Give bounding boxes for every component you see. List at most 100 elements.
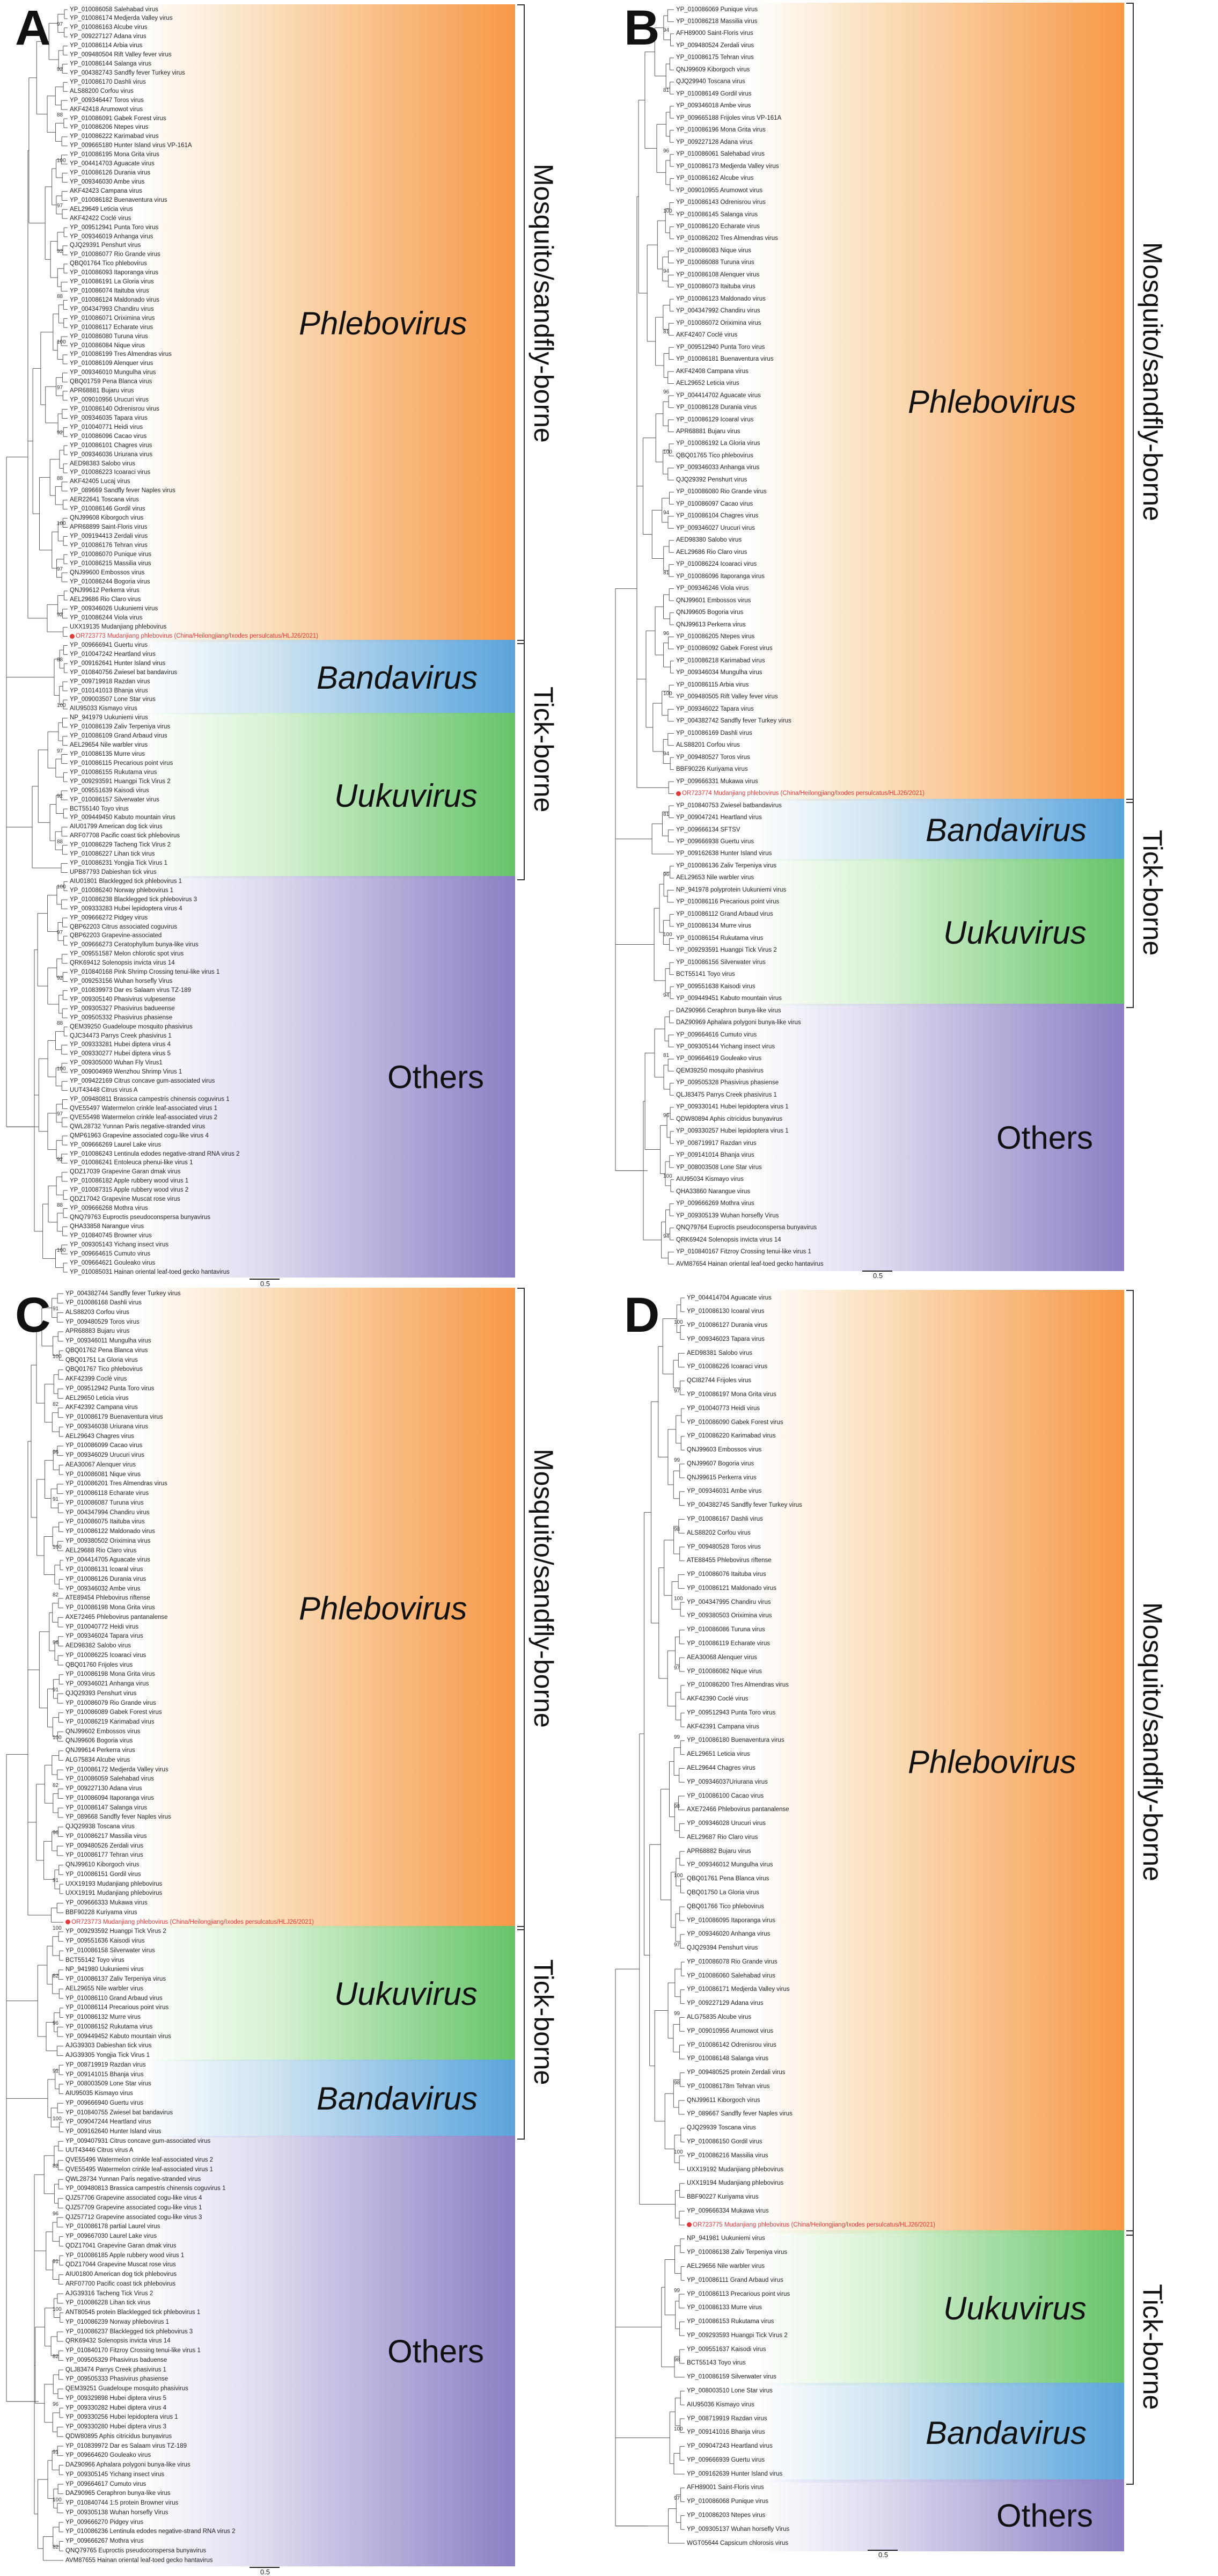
bootstrap-value: 97 [57,929,63,936]
clade-block-others [137,876,515,1278]
taxon-label: YP_010086145 Salanga virus [676,211,758,218]
taxon-label: YP_004382744 Sandfly fever Turkey virus [65,1290,181,1297]
taxon-label: YP_010086177 Tehran virus [65,1852,143,1859]
clade-block-others [137,2135,515,2566]
taxon-label: BBF90227 Kuriyama virus [687,2194,759,2201]
clade-block-phlebovirus [137,4,515,642]
taxon-label: YP_010086096 Cacao virus [70,433,147,440]
taxon-label: YP_010840755 Zwiesel bat bandavirus [65,2109,173,2116]
taxon-label: YP_010086059 Salehabad virus [65,1776,154,1783]
taxon-label: AJG39303 Dabieshan tick virus [65,2042,152,2049]
taxon-label: APR68899 Saint-Floris virus [70,523,148,530]
taxon-label: AKF42418 Arumowot virus [70,106,143,113]
bootstrap-value: 92 [57,248,63,254]
mosquito-sandfly-borne-label: Mosquito/sandfly-borne [529,1448,559,1728]
taxon-label: YP_004414703 Aguacate virus [70,160,155,167]
panel-label: B [624,1,660,55]
bootstrap-value: 88 [57,1202,63,1208]
taxon-label: YP_010086223 Icoaraci virus [70,469,151,476]
bootstrap-value: 91 [53,2068,59,2075]
taxon-label: APR68881 Bujaru virus [676,428,740,435]
clade-block-uukuvirus [750,858,1124,1006]
bootstrap-value: 100 [57,884,66,891]
taxon-label: YP_009162638 Hunter Island virus [676,850,772,857]
bootstrap-value: 92 [57,67,63,73]
taxon-label: AED98381 Salobo virus [687,1349,753,1356]
taxon-label: QVE55495 Watermelon crinkle leaf-associa… [65,2166,214,2173]
taxon-label: AEL29656 Nile warbler virus [687,2263,765,2269]
taxon-label: QJC34473 Parrys Creek phasivirus 1 [70,1032,172,1039]
highlighted-taxon: OR723773 Mudanjiang phlebovirus (China/H… [65,1919,314,1926]
taxon-label: YP_010086143 Odrenisrou virus [676,199,766,206]
bootstrap-value: 96 [663,1113,670,1119]
scale-bar [868,2550,898,2551]
taxon-label: YP_010086158 Silverwater virus [65,1947,155,1954]
taxon-label: AKF42405 Lucaj virus [70,478,130,485]
tree-panel-b: YP_010086069 Punique virus YP_010086218 M… [609,0,1218,1287]
mosquito-sandfly-bracket [517,4,525,644]
taxon-label: YP_010086179 Buenaventura virus [65,1414,163,1421]
taxon-label: UXX19194 Mudanjiang phlebovirus [687,2180,784,2187]
taxon-label: YP_010086078 Rio Grande virus [687,1958,777,1965]
taxon-label: YP_009141014 Bhanja virus [676,1152,754,1159]
taxon-label: YP_010086110 Grand Arbaud virus [65,1995,163,2002]
taxon-label: QNJ99607 Bogoria virus [687,1460,754,1467]
tick-borne-label: Tick-borne [529,686,559,813]
taxon-label: QRK69424 Solenopsis invicta virus 14 [676,1236,781,1243]
highlight-text: OR723773 Mudanjiang phlebovirus (China/H… [71,1918,314,1925]
bootstrap-value: 96 [53,1449,59,1455]
taxon-label: YP_009305327 Phasivirus badueense [70,1005,175,1012]
taxon-label: NP_941979 Uukuniemi virus [70,714,148,721]
taxon-label: AVM87655 Hainan oriental leaf-toed gecko… [65,2557,213,2564]
taxon-label: QWL28734 Yunnan Paris negative-stranded … [65,2176,201,2183]
taxon-label: YP_009380503 Oriximina virus [687,1612,772,1619]
taxon-label: YP_009346037Uriurana virus [687,1778,768,1785]
bootstrap-value: 82 [53,2354,59,2360]
taxon-label: YP_010086178m Tehran virus [687,2083,770,2090]
taxon-label: YP_009666334 Mukawa virus [687,2207,769,2214]
taxon-label: ANT80545 protein Blacklegged tick phlebo… [65,2309,201,2316]
taxon-label: YP_009330141 Hubei lepidoptera virus 1 [676,1104,789,1111]
clade-label-phlebovirus: Phlebovirus [908,384,1076,420]
taxon-label: YP_010086088 Turuna virus [676,259,754,266]
taxon-label: YP_010086132 Murre virus [65,2014,141,2021]
taxon-label: NP_941980 Uukuniemi virus [65,1966,144,1973]
taxon-label: YP_010086244 Bogoria virus [70,578,150,585]
taxon-label: YP_009346019 Anhanga virus [70,233,153,240]
taxon-label: YP_009449451 Kabuto mountain virus [676,995,782,1002]
taxon-label: YP_010086140 Odrenisrou virus [70,406,159,413]
taxon-label: ARF07708 Pacific coast tick phlebovirus [70,833,180,840]
taxon-label: YP_010086100 Cacao virus [687,1792,764,1799]
taxon-label: AJG39305 Yongjia Tick Virus 1 [65,2052,150,2059]
taxon-label: YP_009422169 Citrus concave gum-associat… [70,1078,215,1085]
taxon-label: YP_010086243 Lentinula edodes negative-s… [70,1150,240,1157]
taxon-label: QBQ01762 Pena Blanca virus [65,1347,148,1354]
taxon-label: DAZ90966 Ceraphron bunya-like virus [676,1007,781,1014]
scale-bar [862,1271,892,1272]
taxon-label: YP_009346011 Mungulha virus [65,1338,151,1345]
taxon-label: YP_009449450 Kabuto mountain virus [70,814,175,821]
taxon-label: YP_009512941 Punta Toro virus [70,224,159,231]
taxon-label: YP_010086239 Norway phlebovirus 1 [65,2318,170,2325]
taxon-label: QEM39251 Guadeloupe mosquito phasivirus [65,2385,188,2392]
taxon-label: YP_009346020 Anhanga virus [687,1931,771,1938]
bootstrap-value: 98 [674,2080,680,2086]
bootstrap-value: 98 [674,1803,680,1809]
taxon-label: YP_010086191 La Gloria virus [70,279,154,286]
taxon-label: YP_010086092 Gabek Forest virus [676,645,773,652]
bootstrap-value: 81 [663,329,670,335]
taxon-label: YP_009293593 Huangpi Tick Virus 2 [687,2332,788,2339]
bootstrap-value: 99 [674,1457,680,1464]
taxon-label: QJQ29940 Toscana virus [676,78,745,85]
clade-block-uukuvirus [137,1926,515,2062]
taxon-label: YP_009505333 Phasivirus phasiense [65,2376,168,2383]
taxon-label: YP_009665188 Frijoles virus VP-161A [676,114,782,121]
taxon-label: YP_009551637 Kaisodi virus [687,2346,766,2353]
bootstrap-value: 97 [57,21,63,27]
taxon-label: QDW80895 Aphis citricidus bunyavirus [65,2433,172,2440]
taxon-label: YP_009551587 Melon chlorotic spot virus [70,951,184,958]
taxon-label: YP_009480524 Zerdali virus [676,42,754,49]
taxon-label: YP_009305145 Yichang insect virus [65,2471,165,2478]
taxon-label: AIU95036 Kismayo virus [687,2401,754,2408]
taxon-label: YP_010086148 Salanga virus [687,2055,769,2062]
